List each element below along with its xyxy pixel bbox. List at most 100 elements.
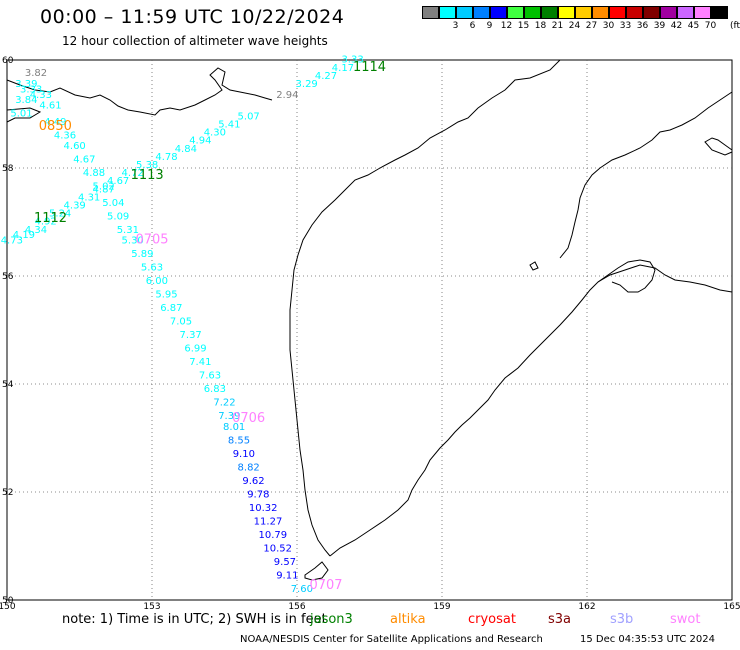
wave-height-value: 10.79 bbox=[259, 530, 288, 541]
wave-height-value: 5.41 bbox=[218, 120, 240, 131]
wave-height-value: 4.88 bbox=[83, 168, 105, 179]
wave-height-value: 4.30 bbox=[204, 128, 226, 139]
pass-time-label: 1112 bbox=[34, 211, 67, 226]
wave-height-value: 10.32 bbox=[249, 503, 278, 514]
wave-height-value: 5.24 bbox=[49, 209, 71, 220]
legend-swatch bbox=[524, 6, 541, 19]
wave-height-value: 8.82 bbox=[238, 462, 260, 473]
wave-height-value: 5.02 bbox=[93, 182, 115, 193]
satellite-legend-item: s3a bbox=[548, 612, 572, 627]
wave-height-value: 7.63 bbox=[199, 371, 221, 382]
wave-height-value: 5.38 bbox=[136, 160, 158, 171]
coastline bbox=[6, 59, 733, 581]
legend-swatch bbox=[456, 6, 473, 19]
wave-height-value: 9.11 bbox=[276, 570, 298, 581]
legend-tick-label: 24 bbox=[568, 21, 581, 31]
wave-height-value: 4.67 bbox=[107, 176, 129, 187]
pass-time-label: 1113 bbox=[131, 168, 164, 183]
legend-tick-label: 33 bbox=[619, 21, 632, 31]
wave-height-value: 7.05 bbox=[170, 317, 192, 328]
wave-height-value: 3.29 bbox=[296, 79, 318, 90]
legend-swatch bbox=[626, 6, 643, 19]
wave-height-value: 4.87 bbox=[93, 184, 115, 195]
credit-line: NOAA/NESDIS Center for Satellite Applica… bbox=[240, 634, 543, 645]
legend-tick-label: 70 bbox=[704, 21, 717, 31]
wave-height-value: 4.36 bbox=[54, 130, 76, 141]
map-title: 00:00 – 11:59 UTC 10/22/2024 bbox=[40, 6, 345, 28]
satellite-legend-item: jason3 bbox=[310, 612, 353, 627]
legend-tick-label: 18 bbox=[534, 21, 547, 31]
wave-height-value: 4.17 bbox=[332, 63, 354, 74]
wave-height-value: 2.94 bbox=[276, 90, 298, 101]
wave-height-value: 4.94 bbox=[189, 136, 211, 147]
wave-height-value: 4.78 bbox=[155, 152, 177, 163]
wave-height-value: 7.39 bbox=[218, 411, 240, 422]
wave-height-value: 4.84 bbox=[175, 144, 197, 155]
wave-height-value: 5.30 bbox=[122, 236, 144, 247]
wave-height-value: 6.87 bbox=[160, 303, 182, 314]
wave-height-value: 3.84 bbox=[15, 95, 37, 106]
legend-tick-label: 42 bbox=[670, 21, 683, 31]
satellite-legend-item: swot bbox=[670, 612, 701, 627]
wave-height-value: 4.33 bbox=[30, 90, 52, 101]
legend-swatch bbox=[541, 6, 558, 19]
wave-height-value: 4.61 bbox=[39, 101, 61, 112]
lat-tick-label: 58 bbox=[2, 164, 14, 174]
wave-height-value: 4.72 bbox=[122, 168, 144, 179]
wave-height-value: 9.62 bbox=[242, 476, 264, 487]
altimeter-tracks: 3.334.174.273.292.945.075.414.304.944.84… bbox=[1, 55, 386, 595]
legend-tick-label: 12 bbox=[500, 21, 513, 31]
wave-height-value: 4.31 bbox=[78, 192, 100, 203]
legend-tick-label: 36 bbox=[636, 21, 649, 31]
lon-tick-label: 162 bbox=[578, 602, 595, 612]
legend-swatch bbox=[422, 6, 439, 19]
wave-height-value: 8.01 bbox=[223, 422, 245, 433]
wave-height-value: 4.39 bbox=[64, 201, 86, 212]
latitude-labels: 60 58 56 54 52 50 bbox=[2, 56, 14, 606]
pass-time-label: 0705 bbox=[135, 233, 168, 248]
lat-tick-label: 50 bbox=[2, 596, 14, 606]
legend-tick-label: 3 bbox=[452, 21, 459, 31]
wave-height-value: 4.49 bbox=[44, 117, 66, 128]
wave-height-value: 5.09 bbox=[107, 211, 129, 222]
legend-tick-label: 45 bbox=[687, 21, 700, 31]
pass-time-label: 0850 bbox=[39, 119, 72, 134]
wave-height-value: 5.01 bbox=[10, 109, 32, 120]
legend-swatch bbox=[694, 6, 711, 19]
wave-height-value: 4.34 bbox=[25, 225, 47, 236]
wave-height-value: 4.67 bbox=[73, 155, 95, 166]
legend-tick-label: 6 bbox=[469, 21, 476, 31]
satellite-legend-item: altika bbox=[390, 612, 426, 627]
wave-height-value: 7.60 bbox=[291, 584, 313, 595]
generated-timestamp: 15 Dec 04:35:53 UTC 2024 bbox=[580, 634, 715, 645]
wave-height-value: 5.04 bbox=[102, 198, 124, 209]
wave-height-value: 6.00 bbox=[146, 276, 168, 287]
wave-height-value: 11.27 bbox=[254, 516, 283, 527]
pass-time-label: 0706 bbox=[232, 411, 265, 426]
wave-height-value: 3.39 bbox=[15, 79, 37, 90]
wave-height-value: 4.19 bbox=[13, 230, 35, 241]
legend-tick-label: 9 bbox=[486, 21, 493, 31]
legend-swatch bbox=[558, 6, 575, 19]
wave-height-value: 5.95 bbox=[155, 290, 177, 301]
satellite-legend-item: s3b bbox=[610, 612, 634, 627]
legend-swatch bbox=[507, 6, 524, 19]
legend-swatch bbox=[711, 6, 728, 19]
wave-height-value: 5.31 bbox=[117, 225, 139, 236]
lon-tick-label: 159 bbox=[433, 602, 450, 612]
lon-tick-label: 150 bbox=[0, 602, 16, 612]
legend-swatch bbox=[575, 6, 592, 19]
legend-swatch bbox=[660, 6, 677, 19]
lat-tick-label: 54 bbox=[2, 380, 14, 390]
wave-height-value: 6.83 bbox=[204, 384, 226, 395]
legend-swatch bbox=[439, 6, 456, 19]
wave-height-value: 4.27 bbox=[315, 71, 337, 82]
longitude-labels: 150 153 156 159 162 165 bbox=[0, 602, 740, 612]
lon-tick-label: 156 bbox=[288, 602, 305, 612]
pass-time-label: 0707 bbox=[309, 578, 342, 593]
legend-tick-label: 15 bbox=[517, 21, 530, 31]
pass-time-label: 1114 bbox=[353, 60, 386, 75]
map-subtitle: 12 hour collection of altimeter wave hei… bbox=[62, 34, 328, 48]
wave-height-value: 5.07 bbox=[238, 111, 260, 122]
